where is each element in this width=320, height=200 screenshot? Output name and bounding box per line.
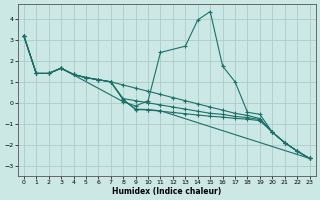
- X-axis label: Humidex (Indice chaleur): Humidex (Indice chaleur): [112, 187, 221, 196]
